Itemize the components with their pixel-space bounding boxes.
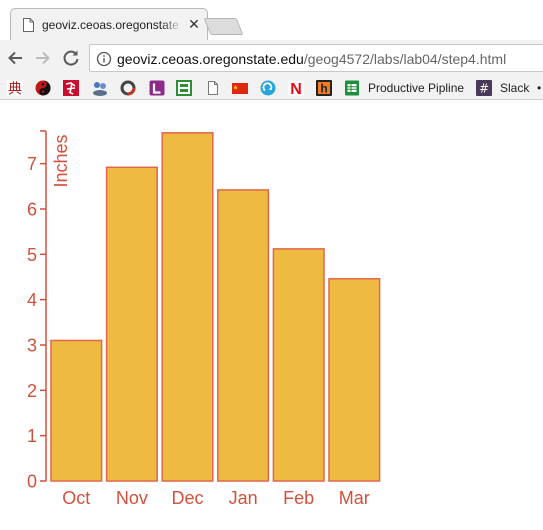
tab-close-icon[interactable]: ✕	[188, 16, 200, 32]
tab-strip: geoviz.ceoas.oregonstate.edu/geog4572/la…	[0, 0, 543, 40]
y-tick-label-2: 2	[27, 381, 37, 401]
bar-dec	[161, 132, 214, 482]
page-icon	[208, 81, 218, 95]
reload-icon[interactable]	[61, 48, 81, 68]
y-tick-label-0: 0	[27, 472, 37, 492]
yin-yang-icon	[35, 80, 51, 96]
bookmark-7[interactable]	[176, 80, 192, 96]
page-content: 0 1 2 3 4 5 6 7 Oct Nov Dec Jan Feb Mar Inches	[0, 101, 543, 530]
bookmark-9[interactable]	[232, 80, 248, 96]
bookmark-10[interactable]	[260, 80, 276, 96]
chinese-character-icon: 典	[7, 80, 23, 98]
bars-group	[50, 132, 381, 482]
bookmark-slack-label[interactable]: Slack	[500, 81, 530, 95]
y-tick-label-3: 3	[27, 335, 37, 355]
tab-title-fade	[161, 15, 183, 35]
blue-circle-icon	[260, 80, 276, 96]
browser-toolbar: geoviz.ceoas.oregonstate.edu/geog4572/la…	[0, 40, 543, 76]
sheets-icon	[345, 80, 359, 96]
browser-tab[interactable]: geoviz.ceoas.oregonstate.edu/geog4572/la…	[10, 8, 208, 40]
bookmark-8[interactable]	[205, 80, 221, 96]
bar-oct	[50, 339, 103, 482]
bar-nov	[105, 166, 158, 482]
svg-text:h: h	[320, 82, 327, 96]
y-tick-label-1: 1	[27, 426, 37, 446]
url-path: /geog4572/labs/lab04/step4.html	[303, 51, 507, 67]
y-tick-label-6: 6	[27, 199, 37, 219]
address-bar[interactable]: geoviz.ceoas.oregonstate.edu/geog4572/la…	[89, 44, 543, 72]
china-flag-icon	[232, 83, 248, 94]
y-axis-label: Inches	[51, 134, 71, 187]
x-tick-label-dec: Dec	[171, 488, 203, 508]
y-axis: 0 1 2 3 4 5 6 7	[27, 130, 47, 492]
url-host: geoviz.ceoas.oregonstate.edu	[117, 51, 304, 67]
orange-h-icon: h	[316, 80, 332, 96]
svg-text:典: 典	[8, 82, 22, 97]
precipitation-bar-chart: 0 1 2 3 4 5 6 7 Oct Nov Dec Jan Feb Mar Inches	[27, 130, 381, 508]
bookmark-1[interactable]: 典	[7, 80, 23, 98]
bar-mar	[328, 278, 381, 482]
ring-icon	[120, 80, 136, 96]
bar-feb	[272, 248, 325, 482]
bookmark-6[interactable]	[149, 80, 165, 96]
bookmark-5[interactable]	[120, 80, 136, 96]
bookmarks-bar: 典	[0, 76, 543, 100]
bookmarks-overflow-icon[interactable]: •	[537, 81, 542, 95]
y-tick-label-7: 7	[27, 154, 37, 174]
x-tick-label-feb: Feb	[283, 488, 314, 508]
netflix-icon: N	[288, 80, 304, 98]
forward-arrow-icon[interactable]	[32, 48, 52, 68]
x-tick-label-mar: Mar	[339, 488, 370, 508]
info-icon[interactable]	[96, 51, 112, 67]
x-tick-label-jan: Jan	[229, 488, 258, 508]
slack-icon: #	[476, 80, 492, 96]
group-icon	[93, 82, 107, 96]
bookmark-2[interactable]	[35, 80, 51, 96]
tab-title: geoviz.ceoas.oregonstate.edu/geog4572/la…	[42, 18, 178, 32]
purple-badge-icon	[149, 80, 165, 96]
bookmark-11[interactable]: N	[288, 80, 304, 98]
green-frame-icon	[176, 80, 192, 96]
y-tick-label-5: 5	[27, 245, 37, 265]
bookmark-3[interactable]	[63, 80, 79, 96]
x-tick-label-oct: Oct	[62, 488, 90, 508]
bookmark-productive-pipline-label[interactable]: Productive Pipline	[368, 81, 465, 95]
bookmark-12[interactable]: h	[316, 80, 332, 96]
back-arrow-icon[interactable]	[6, 48, 26, 68]
bookmark-slack[interactable]: #	[476, 80, 492, 96]
bar-jan	[217, 189, 270, 482]
y-tick-label-4: 4	[27, 290, 37, 310]
new-tab-button[interactable]	[203, 18, 244, 35]
x-tick-label-nov: Nov	[116, 488, 148, 508]
svg-text:#: #	[479, 82, 489, 96]
svg-text:N: N	[290, 81, 302, 96]
bookmark-productive-pipline[interactable]	[344, 80, 360, 96]
url-text[interactable]: geoviz.ceoas.oregonstate.edu/geog4572/la…	[117, 51, 506, 67]
red-calligraphy-icon	[63, 80, 79, 96]
x-axis-labels: Oct Nov Dec Jan Feb Mar	[62, 488, 370, 508]
bookmark-4[interactable]	[92, 80, 108, 96]
page-icon	[23, 18, 34, 32]
